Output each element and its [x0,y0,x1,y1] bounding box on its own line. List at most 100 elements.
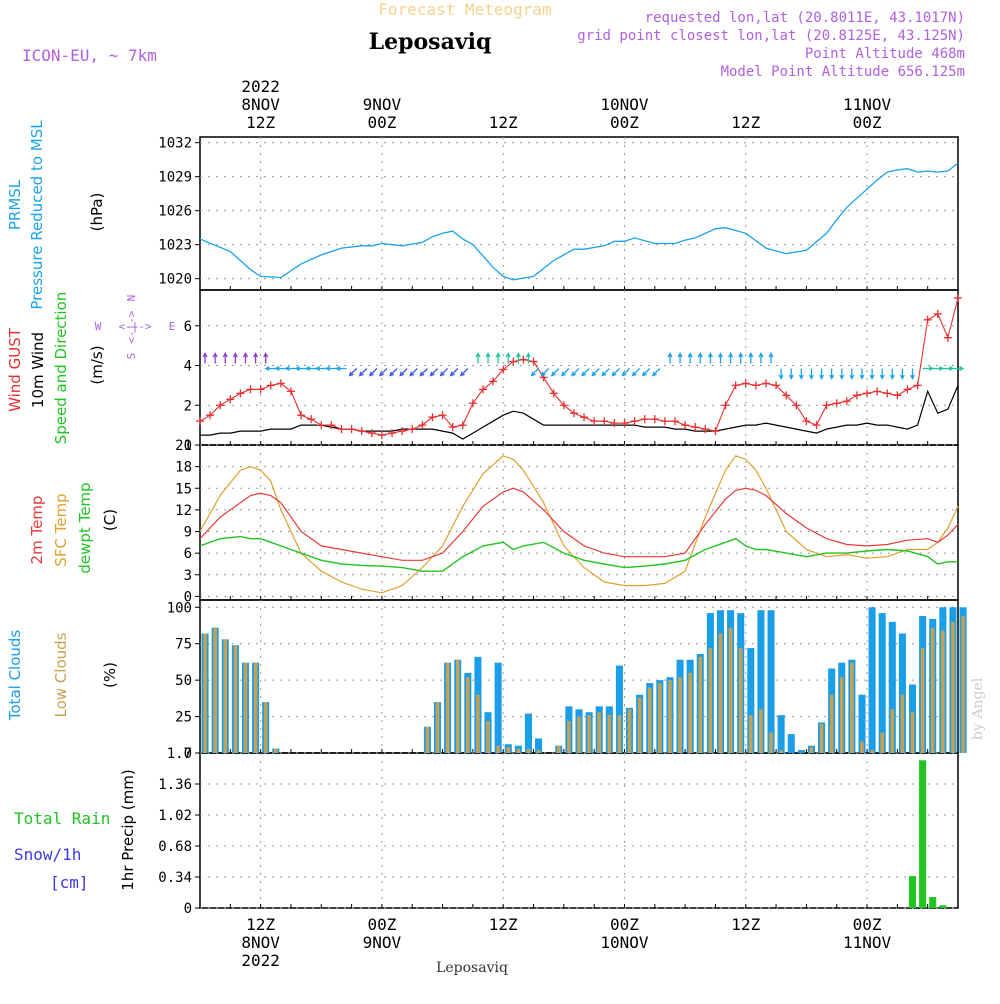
wind-arrow-head [379,371,384,377]
wind-arrow [419,368,428,376]
gust-marker [681,421,690,430]
wind-arrow [642,368,651,376]
y-tick-label: 50 [175,673,192,689]
sfc-temp-line [199,455,959,594]
gust-marker [691,423,700,432]
gust-marker [741,379,750,388]
panel-clouds: 0 25 50 75 100 [167,599,959,762]
wind-arrow [611,368,620,376]
gust-marker [610,419,619,428]
top-date-label: 8NOV [241,95,280,114]
gust-marker [357,427,366,436]
top-date-label: 10NOV [600,95,649,114]
wind-arrow-head [264,366,270,372]
point-altitude: Point Altitude 468m [805,46,965,62]
low-cloud-bar [455,659,460,753]
low-cloud-bar [809,747,814,753]
y-tick-label: 4 [184,359,192,375]
pressure-label-1: PRMSL [6,179,24,230]
wind-arrow-head [910,374,916,380]
gust-marker [246,385,255,394]
clouds-unit: (%) [101,662,119,688]
gust-marker [236,389,245,398]
gust-marker [883,389,892,398]
y-tick-label: 12 [175,503,192,519]
low-cloud-bar [627,709,632,753]
y-tick-label: 6 [184,546,192,562]
low-cloud-bar [759,709,763,753]
wind-arrow-head [335,366,341,372]
wind-arrow [440,368,449,376]
y-tick-label: 25 [175,710,192,726]
wind-arrow-head [550,371,556,377]
wind-arrow-head [399,371,405,377]
low-cloud-bar [910,712,915,753]
bottom-date-label: 8NOV [241,933,280,952]
wind-arrow [652,368,661,376]
total-cloud-bar [878,613,886,753]
wind-arrow [349,368,358,376]
bottom-hour-label: 00Z [367,915,396,934]
wind-arrow-head [819,374,825,380]
y-tick-label: 0.34 [158,870,192,886]
wind-arrow [369,368,378,376]
wind-arrow-head [274,366,280,372]
compass-s: S [125,353,138,360]
total-cloud-bar [615,665,623,753]
low-cloud-bar [860,741,864,753]
low-cloud-bar [951,621,955,753]
wind-arrow-head [505,352,511,358]
low-cloud-bar [496,745,500,753]
top-hour-label: 12Z [246,113,275,132]
rain-bar [919,760,927,908]
gust-marker [337,425,346,434]
total-cloud-bar [747,648,755,753]
wind-unit: (m/s) [88,345,106,384]
total-cloud-bar [787,734,795,753]
top-year-label: 2022 [241,77,280,96]
gust-marker [418,421,427,430]
wind-arrow-head [798,374,804,380]
wind-arrow-head [707,352,713,358]
wind-arrow-head [485,352,491,358]
plot-layer: 1020102310261029103202460369121518210255… [6,77,967,970]
gust-marker [873,387,882,396]
y-tick-label: 9 [184,525,192,541]
low-cloud-bar [900,694,905,753]
gust-marker [721,401,730,410]
gust-marker [701,425,710,434]
low-cloud-bar [567,720,571,753]
wind-arrow-head [348,371,354,377]
y-tick-label: 18 [175,460,192,476]
wind-arrow-head [748,352,754,358]
gust-marker [943,333,952,342]
low-cloud-bar [526,748,531,753]
wind-speed-line [200,385,959,440]
low-cloud-bar [708,648,713,753]
wind-gust-line [199,297,959,436]
wind-arrow [581,368,590,376]
y-tick-label: 1.7 [167,746,192,762]
precip-label-snow: Snow/1h [14,845,81,864]
gust-marker [711,427,720,436]
gust-marker [367,429,376,438]
y-tick-label: 0 [184,746,192,762]
footer-location: Leposaviq [436,960,508,976]
bottom-hour-label: 00Z [610,915,639,934]
dewpt-line [199,535,958,572]
rain-bar [929,897,937,908]
y-tick-label: 0 [184,438,192,454]
wind-arrow-head [879,374,885,380]
total-cloud-bar [868,607,876,753]
total-cloud-bar [524,713,533,753]
bottom-hour-label: 12Z [489,915,518,934]
precip-unit: 1hr Precip (mm) [119,769,137,890]
top-hour-label: 12Z [489,113,518,132]
wind-arrow [632,368,641,376]
gust-marker [569,409,578,418]
bottom-year-label: 2022 [241,951,280,970]
clouds-label-total: Total Clouds [6,630,24,722]
temp-label-dewpt: dewpt Temp [76,482,94,573]
bottom-hour-label: 00Z [853,915,882,934]
